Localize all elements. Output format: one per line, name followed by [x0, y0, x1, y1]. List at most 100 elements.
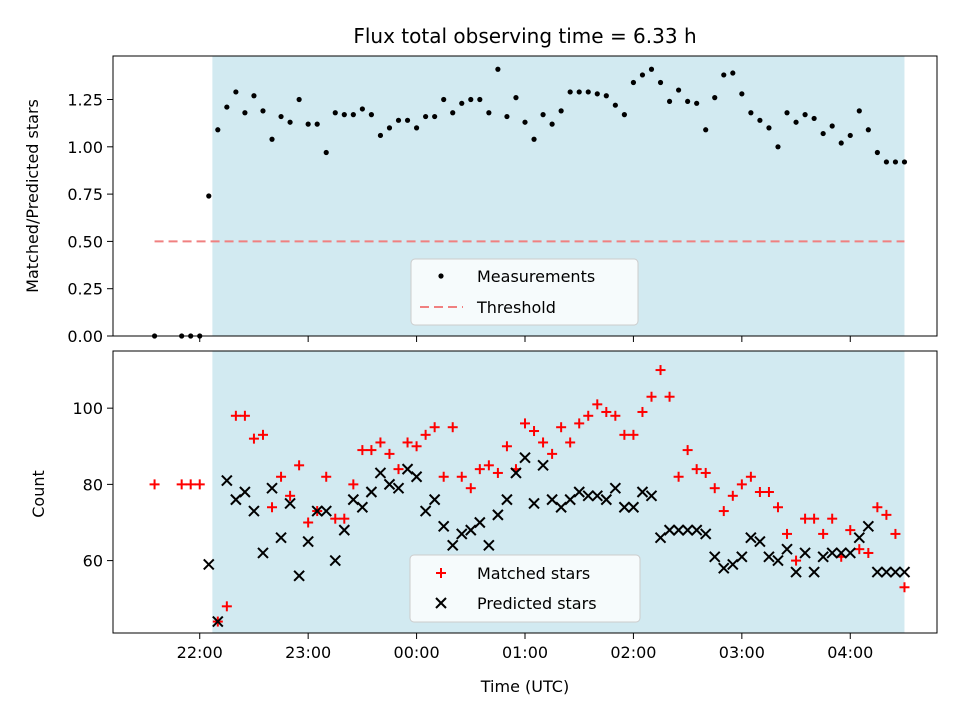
predicted-star-point: [763, 551, 775, 563]
matched-star-point: [863, 547, 874, 558]
matched-star-point: [285, 490, 296, 501]
matched-star-point: [294, 460, 305, 471]
measurement-point: [883, 159, 890, 165]
matched-star-point: [827, 513, 838, 524]
measurement-point: [576, 89, 582, 95]
measurement-point: [567, 89, 573, 95]
measurement-point: [685, 98, 691, 105]
predicted-star-point: [392, 482, 405, 494]
bottom-x-tick-label: 02:00: [610, 643, 656, 662]
bottom-y-tick-label: 60: [83, 552, 103, 571]
bottom-plot-frame: [112, 350, 938, 634]
measurement-point: [793, 119, 799, 125]
bottom-x-tick-label: 04:00: [827, 643, 873, 662]
measurement-point: [269, 136, 275, 142]
measurement-point: [712, 95, 718, 101]
predicted-star-point: [410, 471, 423, 483]
matched-star-point: [682, 445, 693, 456]
measurement-points: [151, 66, 908, 339]
predicted-star-point: [889, 566, 902, 578]
matched-star-point: [619, 429, 630, 440]
measurement-point: [874, 149, 880, 156]
predicted-star-point: [690, 524, 703, 536]
top-y-axis-label: Matched/Predicted stars: [23, 99, 42, 293]
measurement-point: [423, 113, 429, 120]
bottom-y-tick-label: 100: [72, 399, 103, 418]
matched-star-point: [763, 487, 774, 497]
matched-star-point: [221, 601, 232, 612]
measurement-point: [287, 119, 293, 125]
predicted-star-point: [338, 524, 351, 536]
matched-star-point: [194, 479, 205, 490]
measurement-point: [450, 110, 456, 116]
predicted-star-point: [356, 501, 369, 513]
bottom-legend-box: [409, 554, 641, 623]
measurement-point: [314, 121, 320, 127]
matched-star-point: [610, 410, 621, 421]
matched-star-point: [800, 513, 811, 524]
predicted-star-point: [275, 532, 287, 544]
measurement-point: [477, 96, 483, 103]
predicted-star-point: [329, 554, 341, 567]
measurement-point: [215, 127, 221, 133]
bottom-x-tick-label: 22:00: [177, 643, 223, 662]
top-legend-box: [410, 258, 639, 326]
bottom-x-axis: 22:00 23:00 00:00 01:00 02:00 03:00 04:00: [177, 633, 873, 662]
measurement-point: [386, 125, 393, 131]
matched-star-point: [700, 467, 711, 478]
top-chart-title: Flux total observing time = 6.33 h: [353, 24, 696, 48]
matched-star-point: [248, 433, 259, 444]
predicted-star-point: [266, 482, 278, 494]
top-y-tick-label: 0.25: [67, 280, 103, 299]
predicted-star-point: [754, 535, 766, 548]
predicted-star-point: [772, 554, 784, 567]
measurement-point: [621, 112, 627, 118]
predicted-stars-points: [203, 451, 911, 628]
bottom-panel: 60 80 100 22:00 23:00 00:00 01:00 02:00 03:00 04…: [29, 350, 938, 696]
matched-star-point: [176, 479, 187, 490]
measurement-point: [224, 104, 230, 110]
matched-star-point: [890, 528, 901, 539]
predicted-star-point: [447, 539, 459, 552]
matched-star-point: [637, 406, 648, 417]
predicted-star-point: [284, 497, 296, 510]
predicted-star-point: [781, 543, 793, 555]
predicted-star-point: [257, 547, 269, 559]
predicted-star-point: [528, 497, 540, 510]
predicted-star-point: [212, 615, 224, 628]
top-x-ticks: [199, 336, 851, 342]
matched-star-point: [366, 445, 377, 456]
matched-star-point: [691, 464, 702, 475]
matched-star-point: [709, 483, 720, 494]
matched-star-point: [375, 437, 386, 448]
predicted-star-point: [365, 486, 378, 498]
matched-star-point: [538, 437, 549, 448]
measurement-point: [341, 112, 347, 118]
matched-star-point: [809, 513, 820, 524]
matched-star-point: [276, 471, 287, 482]
measurement-point: [666, 98, 673, 105]
predicted-star-point: [826, 547, 838, 559]
legend-label-matched: Matched stars: [477, 564, 590, 583]
predicted-star-point: [591, 490, 603, 502]
matched-star-point: [492, 467, 503, 478]
bottom-y-axis-label: Count: [29, 470, 48, 518]
predicted-star-point: [474, 516, 486, 529]
measurement-point: [242, 110, 248, 116]
matched-star-point: [565, 437, 576, 448]
measurement-point: [820, 130, 826, 137]
predicted-star-point: [699, 528, 712, 540]
measurement-point: [441, 96, 447, 103]
measurement-point: [784, 110, 790, 116]
matched-star-point: [438, 471, 449, 482]
predicted-star-point: [492, 509, 504, 521]
measurement-point: [865, 127, 871, 133]
predicted-star-point: [311, 505, 323, 517]
predicted-star-point: [456, 528, 468, 540]
matched-star-point: [628, 429, 639, 440]
matched-star-point: [772, 502, 783, 513]
matched-star-point: [556, 422, 567, 433]
matched-star-point: [420, 429, 431, 440]
matched-star-point: [718, 506, 729, 517]
measurement-point: [802, 112, 808, 118]
